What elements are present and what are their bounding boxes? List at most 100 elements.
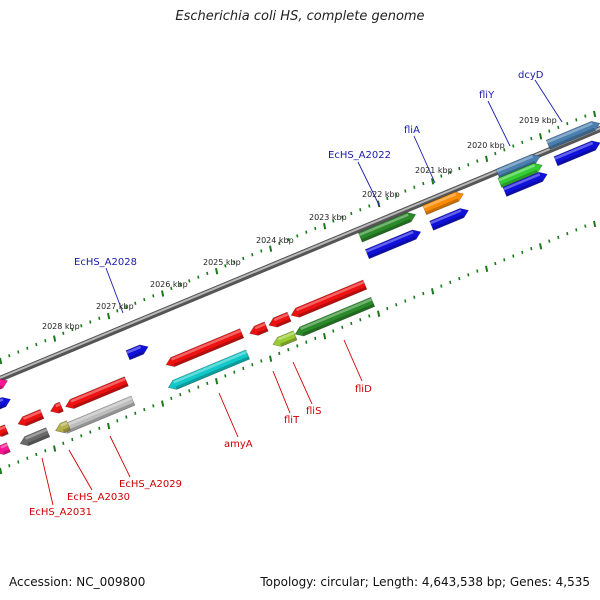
feature-EcHS_A2028[interactable] [125,342,150,361]
feature-EcHS_A2029-gray[interactable] [57,395,136,436]
feature-EcHS_A2031[interactable] [16,408,45,428]
feature-EcHS_A2029[interactable] [64,376,129,412]
minor-tick-inner [494,261,497,266]
minor-tick-outer [134,301,137,305]
feature-left-blue[interactable] [0,395,12,410]
major-tick-outer [323,223,327,230]
minor-tick-inner [305,340,308,344]
major-tick-outer [269,245,273,252]
major-tick-inner [485,265,489,273]
feature-dcyD[interactable] [545,119,600,150]
minor-tick-outer [449,170,452,174]
feature-fliY[interactable] [495,152,542,179]
leader-EcHS_A2022 [357,161,381,208]
feature-fliA-blue[interactable] [429,206,471,231]
gene-label-fliA[interactable]: fliA [404,125,420,136]
major-tick-inner [215,377,219,385]
major-tick-outer [161,290,165,297]
minor-tick-outer [314,226,317,231]
feature-fliY-green[interactable] [497,161,544,188]
gene-label-fliY[interactable]: fliY [479,90,495,101]
feature-fliT[interactable] [248,321,269,338]
minor-tick-outer [62,331,65,335]
minor-tick-inner [8,464,11,468]
minor-tick-outer [143,297,146,302]
minor-tick-inner [80,434,83,438]
feature-fliZ[interactable] [502,170,549,197]
gene-label-fliT[interactable]: fliT [284,415,300,426]
minor-tick-inner [224,374,227,378]
minor-tick-outer [332,219,335,223]
major-tick-inner [269,355,273,362]
minor-tick-outer [152,294,155,298]
minor-tick-outer [35,342,38,347]
feature-EcHS_A2022-blue[interactable] [364,227,422,260]
minor-tick-inner [179,392,182,397]
feature-left-pink[interactable] [0,376,9,391]
major-tick-inner [539,243,543,250]
minor-tick-outer [440,174,443,178]
minor-tick-inner [503,258,506,262]
gene-label-EcHS_A2029[interactable]: EcHS_A2029 [119,479,182,490]
gene-label-EcHS_A2031[interactable]: EcHS_A2031 [29,507,92,518]
minor-tick-inner [548,239,551,243]
minor-tick-inner [44,449,47,453]
minor-tick-outer [98,316,101,320]
minor-tick-inner [170,396,173,401]
minor-tick-outer [557,125,560,130]
feature-fliS[interactable] [267,311,292,330]
major-tick-inner [0,467,3,475]
minor-tick-inner [512,254,515,258]
minor-tick-outer [404,189,407,193]
minor-tick-inner [575,228,578,232]
gene-label-amyA[interactable]: amyA [224,439,253,450]
leader-EcHS_A2028 [105,267,124,314]
minor-tick-outer [386,196,389,201]
minor-tick-inner [368,314,371,318]
gene-label-EcHS_A2022[interactable]: EcHS_A2022 [328,150,391,161]
feature-amyA-cyan[interactable] [166,349,251,392]
gene-label-dcyD[interactable]: dcyD [518,70,544,81]
gene-label-fliD[interactable]: fliD [355,384,372,395]
minor-tick-inner [449,280,452,284]
major-tick-inner [161,400,165,407]
feature-amyA[interactable] [164,328,245,370]
leader-amyA [218,392,239,438]
feature-left-pink2[interactable] [0,442,11,458]
minor-tick-outer [8,354,11,358]
feature-left-red[interactable] [0,424,9,440]
minor-tick-inner [395,303,398,307]
minor-tick-inner [386,306,389,311]
minor-tick-inner [467,273,470,277]
major-tick-inner [107,422,111,430]
feature-fliD-green[interactable] [293,296,376,338]
minor-tick-outer [71,327,74,332]
gene-label-EcHS_A2030[interactable]: EcHS_A2030 [67,492,130,503]
feature-dcyD-blue[interactable] [553,138,600,167]
minor-tick-inner [233,370,236,374]
kbp-label-2026: 2026 kbp [150,280,188,289]
gene-label-fliS[interactable]: fliS [306,406,321,417]
feature-EcHS_A2030-olive[interactable] [54,420,71,436]
feature-fliS-lime[interactable] [271,330,298,349]
kbp-labels: 2028 kbp 2027 kbp 2026 kbp 2025 kbp 2024… [42,116,557,331]
feature-EcHS_A2022-green[interactable] [357,210,417,243]
feature-fliD[interactable] [289,279,368,320]
minor-tick-outer [26,346,29,350]
minor-tick-inner [458,276,461,281]
minor-tick-outer [233,260,236,264]
minor-tick-outer [548,129,551,133]
minor-tick-inner [287,348,290,352]
minor-tick-inner [422,291,425,296]
major-tick-outer [53,335,57,342]
feature-fliA[interactable] [422,189,466,216]
minor-tick-outer [476,159,479,163]
gene-labels: EcHS_A2028 EcHS_A2022 fliA fliY dcyD EcH… [29,70,544,518]
kbp-label-2024: 2024 kbp [256,236,294,245]
feature-EcHS_A2031-gray[interactable] [18,427,51,449]
kbp-label-2020: 2020 kbp [467,141,505,150]
gene-label-EcHS_A2028[interactable]: EcHS_A2028 [74,257,137,268]
kbp-label-2023: 2023 kbp [309,213,347,222]
feature-EcHS_A2030[interactable] [49,401,64,416]
minor-tick-inner [242,366,245,371]
